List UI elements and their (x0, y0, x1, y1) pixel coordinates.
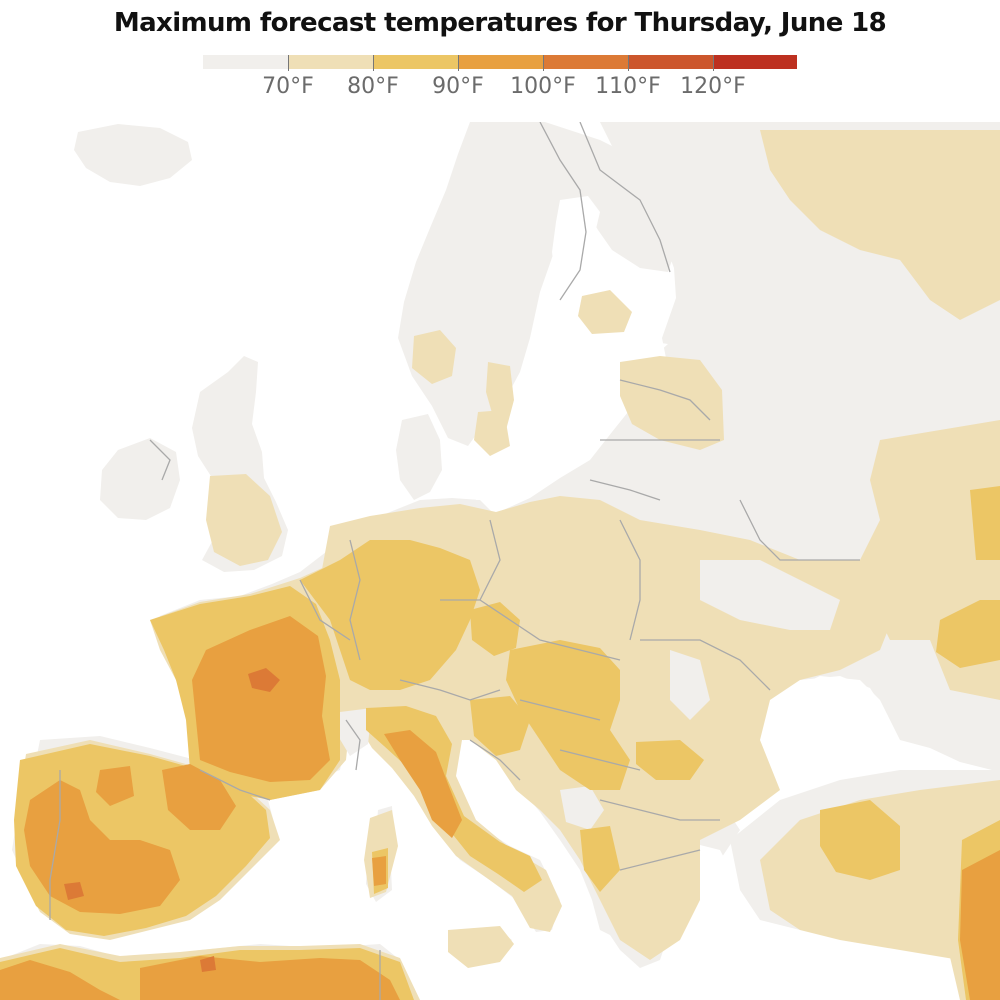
legend-label-90: 90°F (432, 74, 484, 99)
temperature-legend: 70°F 80°F 90°F 100°F 110°F 120°F (0, 0, 1000, 110)
legend-label-80: 80°F (347, 74, 399, 99)
gulf-of-bothnia (552, 196, 600, 300)
legend-tick-110 (628, 55, 629, 71)
legend-bin-above-120 (713, 55, 797, 69)
legend-tick-90 (458, 55, 459, 71)
legend-bin-90-100 (458, 55, 543, 69)
band-100-110 (64, 668, 280, 972)
iceland (74, 124, 192, 186)
legend-bin-100-110 (543, 55, 628, 69)
jutland (396, 414, 442, 500)
legend-tick-70 (288, 55, 289, 71)
legend-tick-80 (373, 55, 374, 71)
black-sea (756, 676, 888, 764)
chart-title: Maximum forecast temperatures for Thursd… (113, 8, 887, 38)
water (446, 196, 888, 950)
ireland (100, 438, 180, 520)
legend-bin-below-70 (203, 55, 288, 69)
legend-bin-80-90 (373, 55, 458, 69)
legend-label-100: 100°F (510, 74, 576, 99)
legend-bin-110-120 (628, 55, 713, 69)
country-borders (49, 122, 860, 1000)
legend-label-120: 120°F (680, 74, 746, 99)
legend-label-70: 70°F (262, 74, 314, 99)
europe-temperature-map (0, 122, 1000, 1000)
legend-bin-70-80 (288, 55, 373, 69)
baltic-sea (470, 372, 614, 500)
scandinavia (398, 122, 676, 446)
legend-tick-120 (713, 55, 714, 71)
legend-tick-100 (543, 55, 544, 71)
adriatic-sea (446, 732, 544, 838)
legend-label-110: 110°F (595, 74, 661, 99)
